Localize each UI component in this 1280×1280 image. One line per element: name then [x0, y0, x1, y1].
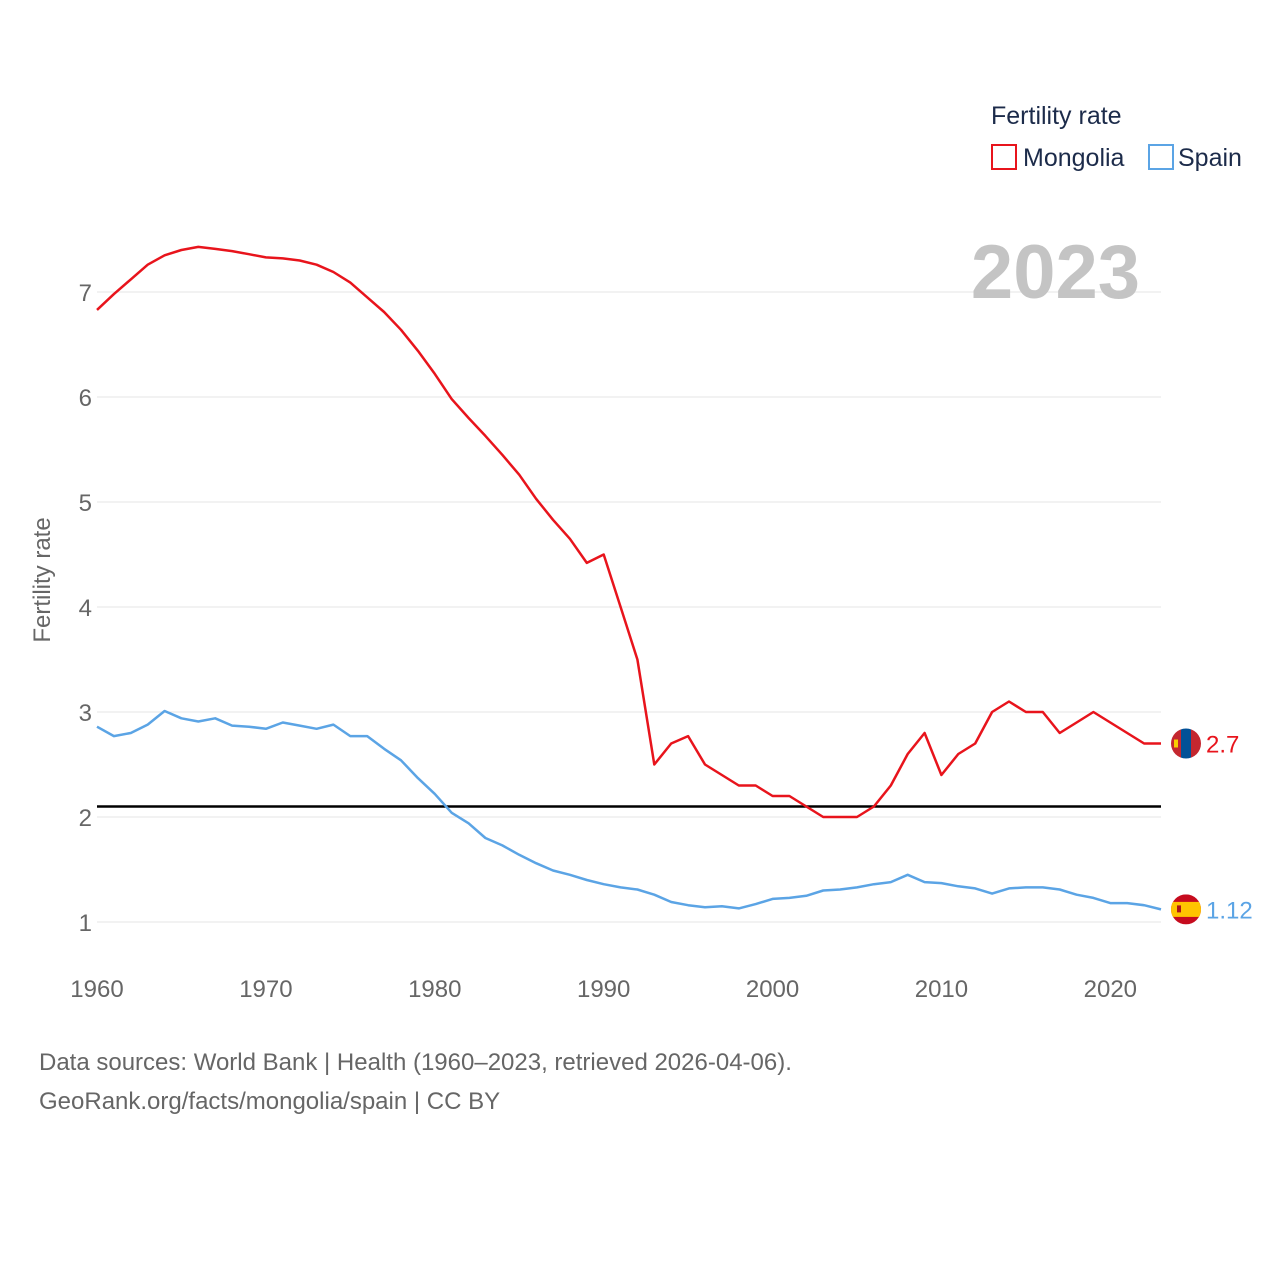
fertility-rate-chart: 1 2 3 4 5 6 7 1960 1970 1980 1990 2000 2010 2020 Fer…: [29, 102, 1253, 1003]
x-tick-label: 2000: [746, 976, 799, 1003]
footer: Data sources: World Bank | Health (1960–…: [39, 1043, 792, 1121]
mongolia-flag-icon: [1171, 728, 1201, 759]
data-source-text: Data sources: World Bank | Health (1960–…: [39, 1049, 792, 1076]
y-axis-title: Fertility rate: [29, 517, 56, 642]
legend-label-mongolia[interactable]: Mongolia: [1023, 144, 1125, 172]
y-tick-label: 5: [79, 490, 92, 517]
legend-swatch-spain[interactable]: [1148, 144, 1174, 170]
series-line-spain: [96, 709, 1162, 911]
end-value-spain: 1.12: [1206, 897, 1253, 924]
series-line-mongolia: [96, 245, 1161, 819]
legend: Fertility rate Mongolia Spain: [991, 102, 1242, 172]
year-stamp: 2023: [971, 230, 1140, 315]
y-tick-label: 2: [79, 805, 92, 832]
attribution-link[interactable]: GeoRank.org/facts/mongolia/spain | CC BY: [39, 1088, 501, 1115]
y-axis-ticks: 1 2 3 4 5 6 7: [79, 280, 92, 937]
legend-label-spain[interactable]: Spain: [1178, 144, 1242, 172]
x-tick-label: 1990: [577, 976, 630, 1003]
legend-title: Fertility rate: [991, 102, 1122, 130]
y-tick-label: 4: [79, 595, 92, 622]
y-tick-label: 7: [79, 280, 92, 307]
x-tick-label: 1970: [239, 976, 292, 1003]
x-tick-label: 1980: [408, 976, 461, 1003]
spain-flag-icon: [1171, 894, 1201, 925]
legend-swatch-mongolia[interactable]: [991, 144, 1017, 170]
x-axis-ticks: 1960 1970 1980 1990 2000 2010 2020: [70, 976, 1137, 1003]
y-tick-label: 1: [79, 910, 92, 937]
end-value-mongolia: 2.7: [1206, 732, 1239, 759]
x-tick-label: 2020: [1084, 976, 1137, 1003]
x-tick-label: 2010: [915, 976, 968, 1003]
y-tick-label: 3: [79, 700, 92, 727]
y-tick-label: 6: [79, 385, 92, 412]
y-gridlines: [97, 291, 1161, 923]
x-tick-label: 1960: [70, 976, 123, 1003]
